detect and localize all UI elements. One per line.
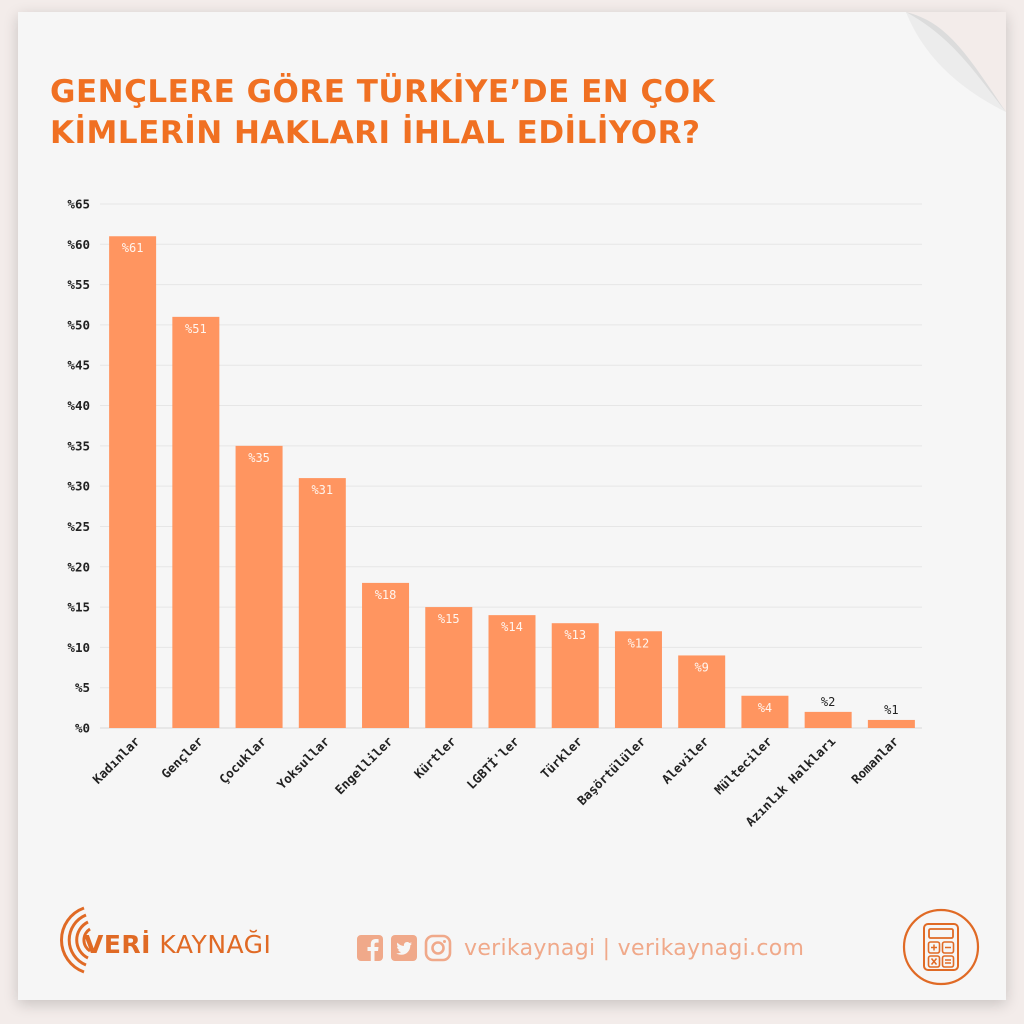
data-label: %1 <box>884 703 898 717</box>
x-tick-label: Başörtülüler <box>574 733 649 808</box>
brand-name-rest: KAYNAĞI <box>150 930 272 959</box>
social-handle: verikaynagi | verikaynagi.com <box>464 935 805 961</box>
brand-name-main: VERİ <box>84 930 151 959</box>
instagram-icon[interactable] <box>424 934 452 962</box>
bar <box>804 711 852 728</box>
x-tick-label: Aleviler <box>659 733 713 787</box>
data-label: %61 <box>122 241 144 255</box>
brand-logo <box>44 900 304 980</box>
x-tick-label: Engelliler <box>332 733 396 797</box>
y-tick-label: %60 <box>67 237 90 252</box>
data-label: %4 <box>758 701 772 715</box>
x-tick-label: Yoksullar <box>274 733 333 792</box>
y-tick-label: %5 <box>75 680 90 695</box>
y-tick-label: %45 <box>67 358 90 373</box>
y-tick-label: %15 <box>67 600 90 615</box>
x-tick-label: Çocuklar <box>216 733 270 787</box>
bar <box>109 236 157 728</box>
twitter-icon[interactable] <box>390 934 418 962</box>
bar <box>551 623 599 728</box>
page-curl <box>906 12 1006 112</box>
y-tick-label: %30 <box>67 479 90 494</box>
data-label: %31 <box>311 483 333 497</box>
bar <box>172 316 220 728</box>
brand-arcs-icon <box>59 906 91 974</box>
x-tick-label: Kürtler <box>411 733 459 781</box>
calculator-icon <box>902 908 980 986</box>
x-tick-label: Mülteciler <box>711 733 775 797</box>
bar <box>867 719 915 728</box>
data-label: %51 <box>185 322 207 336</box>
data-label: %12 <box>628 636 650 650</box>
data-label: %14 <box>501 620 523 634</box>
bar <box>614 631 662 728</box>
y-tick-label: %25 <box>67 519 90 534</box>
x-tick-label: Romanlar <box>848 733 902 787</box>
x-tick-label: LGBTİ'ler <box>464 733 523 792</box>
bar <box>488 615 536 728</box>
data-label: %9 <box>694 660 708 674</box>
data-label: %13 <box>564 628 586 642</box>
bar <box>741 695 789 728</box>
x-tick-label: Gençler <box>158 733 206 781</box>
x-tick-label: Türkler <box>537 733 585 781</box>
social-bar: verikaynagi | verikaynagi.com <box>356 932 804 964</box>
y-tick-label: %35 <box>67 438 90 453</box>
y-tick-label: %0 <box>75 721 90 736</box>
chart-title: GENÇLERE GÖRE TÜRKİYE’DE EN ÇOK KİMLERİN… <box>50 74 716 151</box>
bar <box>425 607 473 728</box>
y-tick-label: %10 <box>67 640 90 655</box>
bar <box>235 445 283 728</box>
x-tick-label: Kadınlar <box>90 733 144 787</box>
data-label: %35 <box>248 451 270 465</box>
bar <box>362 582 410 728</box>
y-tick-label: %50 <box>67 317 90 332</box>
data-label: %15 <box>438 612 460 626</box>
bar <box>298 478 346 728</box>
y-tick-label: %65 <box>67 197 90 212</box>
facebook-icon[interactable] <box>356 934 384 962</box>
y-tick-label: %55 <box>67 277 90 292</box>
data-label: %2 <box>821 695 835 709</box>
y-tick-label: %40 <box>67 398 90 413</box>
bar <box>678 655 726 728</box>
y-tick-label: %20 <box>67 559 90 574</box>
brand-name: VERİ KAYNAĞI <box>84 930 271 959</box>
data-label: %18 <box>375 588 397 602</box>
